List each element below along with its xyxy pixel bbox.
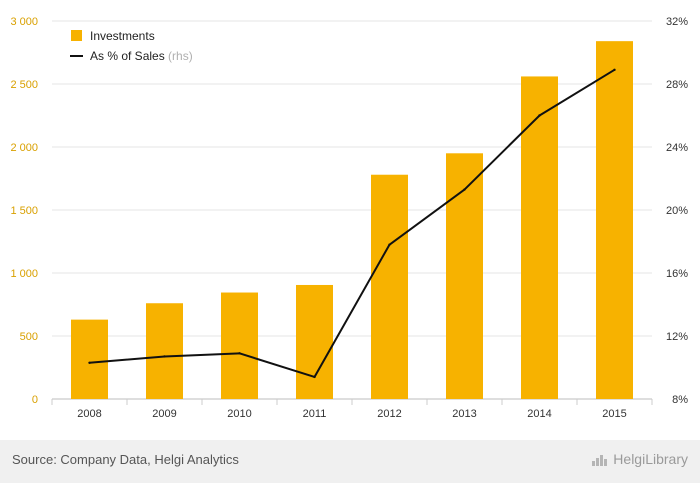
y2-tick-label: 16% [666, 268, 688, 280]
bar [596, 41, 633, 399]
legend-label-sales-suffix: (rhs) [168, 49, 193, 63]
combo-chart: 2008 2009 2010 2011 2012 2013 2014 2015 0 500 1 0… [10, 16, 688, 420]
line-point [388, 243, 391, 246]
brand-logo[interactable]: HelgiLibrary [591, 451, 688, 467]
x-tick-label: 2014 [527, 408, 551, 420]
footer: Source: Company Data, Helgi Analytics He… [0, 440, 700, 483]
y-axis-right: 8% 12% 16% 20% 24% 28% 32% [666, 16, 688, 406]
x-tick-label: 2011 [303, 408, 327, 420]
y-tick-label: 2 500 [10, 79, 38, 91]
bars [71, 41, 633, 399]
bar [71, 319, 108, 399]
legend-label-investments: Investments [90, 29, 155, 43]
y-tick-label: 1 500 [10, 205, 38, 217]
bar [221, 292, 258, 399]
x-tick-label: 2013 [452, 408, 476, 420]
line-path [89, 68, 616, 378]
x-tick-label: 2012 [377, 408, 401, 420]
y-tick-label: 500 [20, 331, 38, 343]
x-tick-label: 2008 [77, 408, 101, 420]
x-tick-label: 2009 [152, 408, 176, 420]
y-tick-label: 0 [32, 394, 38, 406]
line-point [163, 355, 166, 358]
line-series [88, 68, 616, 379]
legend-swatch-investments [71, 30, 82, 41]
y-tick-label: 1 000 [10, 268, 38, 280]
source-text: Source: Company Data, Helgi Analytics [12, 452, 239, 467]
y2-tick-label: 32% [666, 16, 688, 28]
line-point [313, 375, 316, 379]
line-point [463, 188, 466, 191]
legend: Investments As % of Sales (rhs) [70, 29, 193, 63]
x-tick-label: 2015 [602, 408, 626, 420]
grid-lines [52, 20, 652, 400]
y2-tick-label: 20% [666, 205, 688, 217]
line-point [88, 361, 91, 364]
legend-label-sales-text: As % of Sales [90, 49, 168, 63]
y2-tick-label: 24% [666, 142, 688, 154]
bar [371, 174, 408, 399]
legend-label-sales: As % of Sales (rhs) [90, 49, 193, 63]
y2-tick-label: 28% [666, 79, 688, 91]
line-point [538, 114, 541, 117]
library-icon [592, 455, 608, 466]
bar [446, 153, 483, 399]
brand-name: HelgiLibrary [613, 451, 688, 467]
y-axis-left: 0 500 1 000 1 500 2 000 2 500 3 000 [10, 16, 38, 406]
bar [296, 284, 333, 399]
y-tick-label: 3 000 [10, 16, 38, 28]
x-tick-label: 2010 [227, 408, 251, 420]
bar [521, 76, 558, 399]
y2-tick-label: 8% [672, 394, 688, 406]
line-point [238, 352, 241, 355]
y2-tick-label: 12% [666, 331, 688, 343]
bar [146, 303, 183, 399]
line-point [613, 68, 616, 72]
x-axis: 2008 2009 2010 2011 2012 2013 2014 2015 [51, 399, 653, 420]
y-tick-label: 2 000 [10, 142, 38, 154]
